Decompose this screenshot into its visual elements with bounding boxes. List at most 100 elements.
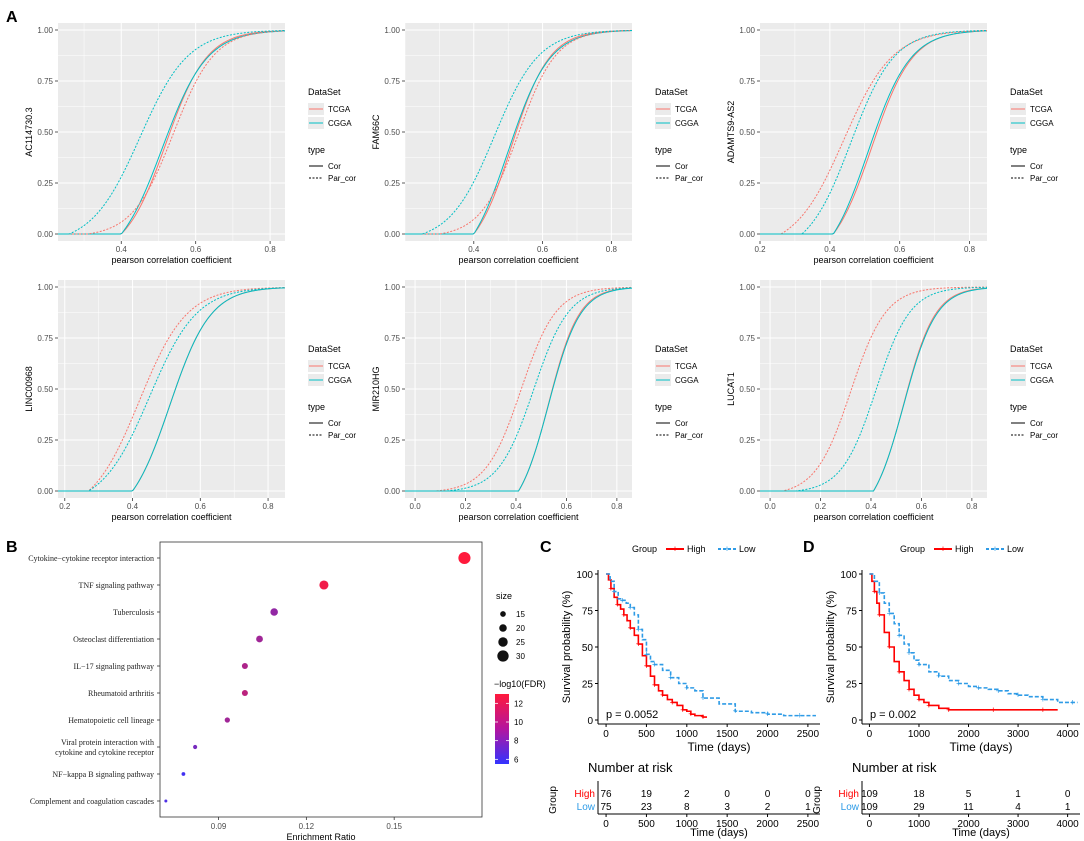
y-tick-label: 0.50 [739,385,755,394]
km-curve-high [606,573,707,718]
censor-mark: + [680,705,685,715]
risk-count: 0 [765,789,771,800]
series-line-cgga-cor [760,287,988,492]
y-tick-label: 0.25 [37,436,53,445]
y-axis-label: LUCAT1 [726,372,736,406]
panel-label-d: D [803,539,815,556]
y-tick-label: 50 [846,643,858,654]
legend-title-type: type [308,402,325,412]
risk-x-axis-label: Time (days) [690,827,748,839]
size-legend-dot [498,637,508,647]
censor-mark: + [916,660,921,670]
y-tick-label: 0.75 [739,77,755,86]
censor-mark: + [1040,705,1045,715]
panel-label-c: C [540,539,552,556]
risk-x-axis-label: Time (days) [952,827,1010,839]
x-tick-label: 0.8 [611,502,623,511]
y-tick-label: 0.75 [37,77,53,86]
color-legend-label: 6 [514,755,519,764]
legend-title-dataset: DataSet [308,87,341,97]
risk-x-tick-label: 1500 [716,819,739,830]
size-legend-label: 30 [516,652,525,661]
y-tick-label: 25 [582,680,594,691]
y-tick-label: 25 [846,680,858,691]
category-label: Osteoclast differentiation [73,635,154,644]
y-axis-label: MIR210HG [371,366,381,411]
y-tick-label: 0.00 [37,230,53,239]
risk-count: 5 [966,789,972,800]
cdf-plot-6: 0.0 0.2 0.4 0.6 0.8 0.00 0.25 0.50 0.75 1.00 pears… [726,280,1058,522]
size-legend-dot [500,611,506,617]
x-tick-label: 0.8 [966,502,978,511]
legend-title-type: type [655,145,672,155]
x-tick-label: 0.6 [537,245,549,254]
censor-mark: + [621,610,626,620]
enrichment-dot [193,744,198,750]
risk-count: 1 [1015,789,1021,800]
category-label: cytokine and cytokine receptor [55,748,154,757]
censor-mark: + [636,624,641,634]
x-tick-label: 0 [867,729,873,740]
color-legend-label: 8 [514,737,519,746]
series-line-tcga-par-cor [405,286,633,492]
legend-item: CGGA [1030,376,1054,385]
legend-item: TCGA [675,362,698,371]
censor-mark: + [688,709,693,719]
x-tick-label: 500 [638,729,655,740]
cdf-plot-3: 0.2 0.4 0.6 0.8 0.00 0.25 0.50 0.75 1.00 pearson … [726,23,1058,265]
x-tick-label: 2500 [797,729,820,740]
legend-item: CGGA [675,376,699,385]
km-legend-mark: + [724,544,729,554]
enrichment-dot [458,551,471,565]
y-axis-label: FAM66C [371,114,381,150]
y-tick-label: 0.00 [739,487,755,496]
risk-row-group: High [574,789,595,800]
risk-row-group: High [838,789,859,800]
censor-mark: + [906,684,911,694]
x-axis-label: pearson correlation coefficient [814,255,934,265]
legend-item: Par_cor [328,431,356,440]
censor-mark: + [615,600,620,610]
y-tick-label: 0.75 [739,334,755,343]
category-label: Cytokine−cytokine receptor interaction [28,554,154,563]
p-value: p = 0.0052 [606,709,658,721]
size-legend-dot [497,650,509,662]
x-tick-label: 0.0 [410,502,422,511]
risk-count: 11 [963,802,974,813]
censor-mark: + [996,686,1001,696]
y-tick-label: 0.75 [37,334,53,343]
size-legend-dot [499,624,507,632]
legend-item: Cor [675,419,688,428]
category-label: Complement and coagulation cascades [30,797,154,806]
color-legend-title: −log10(FDR) [494,679,546,689]
legend-item: CGGA [328,119,352,128]
y-tick-label: 0.75 [384,77,400,86]
km-legend-mark: + [672,544,677,554]
y-tick-label: 1.00 [37,283,53,292]
enrichment-dot-plot: Cytokine−cytokine receptor interaction TN… [28,541,546,841]
p-value: p = 0.002 [870,709,916,721]
x-axis-label: Time (days) [950,740,1013,754]
risk-x-tick-label: 1000 [676,819,699,830]
km-curve-high [869,573,1058,711]
x-tick-label: 0.2 [59,502,71,511]
x-tick-label: 0.2 [754,245,766,254]
km-legend-title: Group [900,544,925,554]
y-tick-label: 1.00 [739,283,755,292]
x-tick-label: 0.4 [468,245,480,254]
y-tick-label: 0.25 [37,179,53,188]
panel-label-a: A [6,9,18,26]
risk-x-tick-label: 2000 [957,819,980,830]
x-tick-label: 0.0 [765,502,777,511]
y-tick-label: 0.25 [384,436,400,445]
x-axis-label: Time (days) [688,740,751,754]
risk-x-tick-label: 500 [638,819,655,830]
km-legend-mark: + [940,544,945,554]
censor-mark: + [733,706,738,716]
censor-mark: + [887,608,892,618]
legend-item: Cor [328,419,341,428]
category-label: Rheumatoid arthritis [88,689,154,698]
enrichment-dot [319,580,329,590]
legend-item: Par_cor [675,174,703,183]
